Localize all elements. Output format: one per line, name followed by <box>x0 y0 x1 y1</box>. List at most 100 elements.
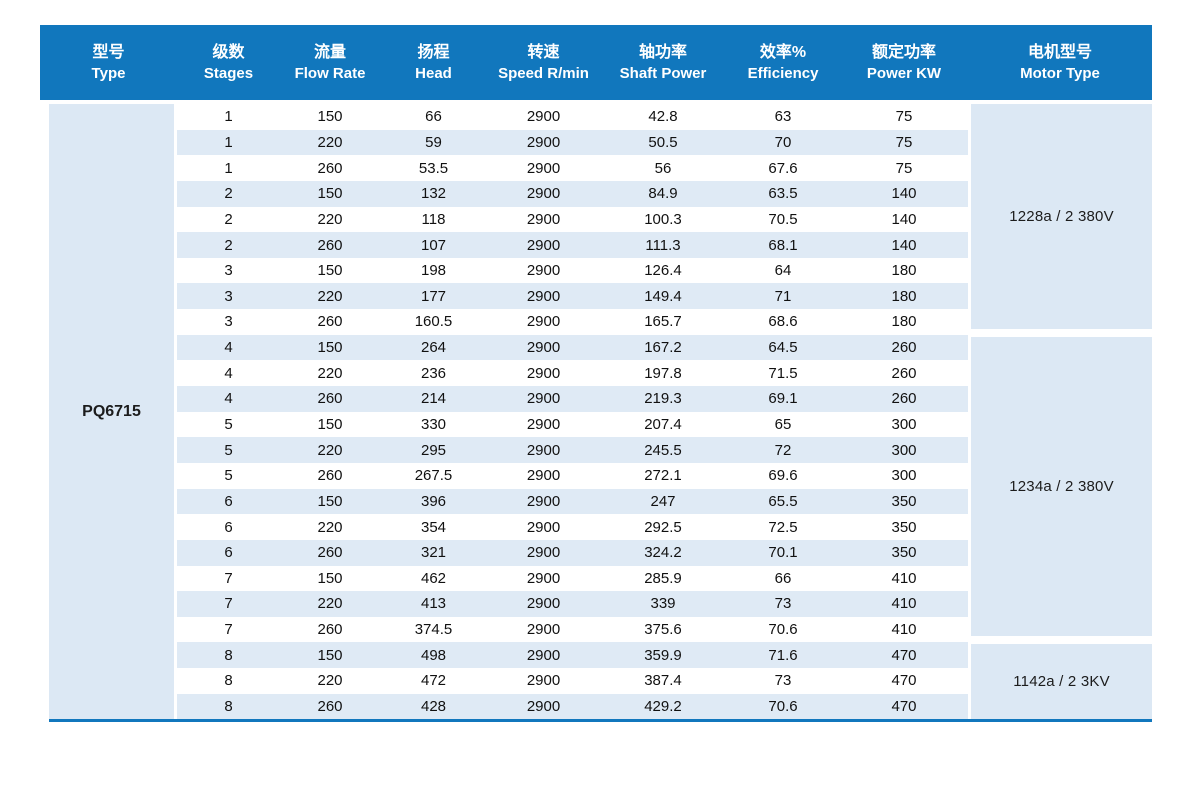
table-cell: 67.6 <box>768 159 798 177</box>
table-cell: 2900 <box>526 339 561 357</box>
column-header-zh: 电机型号 <box>1027 43 1092 61</box>
table-cell: 4 <box>224 339 233 357</box>
table-cell: 267.5 <box>414 467 453 485</box>
table-cell: 292.5 <box>644 518 682 536</box>
type-column: PQ6715 <box>40 104 177 720</box>
table-cell: 63.5 <box>768 185 798 203</box>
table-cell: 150 <box>317 416 343 433</box>
column-header-zh: 效率% <box>759 43 807 61</box>
table-cell: 3 <box>224 287 233 305</box>
table-cell: 2900 <box>526 492 561 510</box>
table-cell: 4 <box>224 364 233 382</box>
table-cell: 2900 <box>526 159 561 177</box>
pump-type-label: PQ6715 <box>82 402 141 420</box>
table-cell: 165.7 <box>644 313 682 331</box>
table-cell: 6 <box>224 492 233 510</box>
table-cell: 220 <box>317 441 343 459</box>
table-cell: 236 <box>420 364 447 382</box>
table-cell: 69.1 <box>768 390 798 408</box>
table-row: 5 260 267.5 2900 272.1 69.6 300 <box>177 463 968 489</box>
table-cell: 214 <box>420 390 447 408</box>
table-cell: 66 <box>425 108 442 126</box>
table-cell: 71.5 <box>768 364 798 382</box>
table-cell: 1 <box>224 159 233 177</box>
table-cell: 2900 <box>526 364 561 382</box>
table-cell: 245.5 <box>644 441 682 459</box>
table-row: 2 260 107 2900 111.3 68.1 140 <box>177 232 968 258</box>
table-cell: 177 <box>420 287 447 305</box>
column-header-en: Power KW <box>866 64 942 82</box>
table-cell: 56 <box>654 159 672 177</box>
table-cell: 2900 <box>526 698 561 716</box>
table-cell: 70.1 <box>768 544 798 562</box>
table-row: 1 220 59 2900 50.5 70 75 <box>177 129 968 156</box>
table-cell: 140 <box>891 185 917 203</box>
table-cell: 140 <box>891 236 917 254</box>
table-cell: 70.6 <box>768 621 798 639</box>
pump-type-cell: PQ6715 <box>49 104 174 720</box>
table-cell: 321 <box>420 544 447 562</box>
table-cell: 2900 <box>526 467 561 485</box>
table-cell: 64 <box>774 262 792 280</box>
table-cell: 396 <box>420 492 447 510</box>
table-row: 1 150 66 2900 42.8 63 75 <box>177 104 968 130</box>
column-header-head: 扬程 Head <box>380 25 487 100</box>
table-cell: 69.6 <box>768 467 798 485</box>
table-cell: 73 <box>774 595 792 613</box>
table-cell: 6 <box>224 544 233 562</box>
column-header-en: Head <box>415 64 452 82</box>
table-cell: 149.4 <box>644 287 682 305</box>
table-cell: 2900 <box>526 313 561 331</box>
table-cell: 374.5 <box>414 621 453 639</box>
table-cell: 1 <box>224 108 233 126</box>
table-cell: 180 <box>891 262 917 280</box>
table-body: PQ6715 1 150 66 2900 42.8 63 75 1 220 59 2900 50.5 7… <box>40 104 1152 720</box>
table-row: 7 220 413 2900 339 73 410 <box>177 591 968 617</box>
table-row: 8 150 498 2900 359.9 71.6 470 <box>177 642 968 669</box>
table-cell: 71 <box>774 287 792 305</box>
table-cell: 2900 <box>526 133 561 151</box>
table-row: 6 150 396 2900 247 65.5 350 <box>177 488 968 515</box>
column-header-motor-type: 电机型号 Motor Type <box>968 25 1152 100</box>
table-cell: 150 <box>317 339 343 357</box>
table-cell: 260 <box>317 236 343 254</box>
table-cell: 324.2 <box>644 544 682 562</box>
table-cell: 2900 <box>526 646 561 664</box>
column-header-en: Motor Type <box>1020 64 1100 82</box>
table-cell: 2900 <box>526 210 561 228</box>
table-row: 4 260 214 2900 219.3 69.1 260 <box>177 386 968 412</box>
table-row: 4 150 264 2900 167.2 64.5 260 <box>177 334 968 361</box>
table-cell: 2900 <box>526 595 561 613</box>
table-cell: 5 <box>224 467 233 485</box>
table-cell: 264 <box>420 339 447 357</box>
table-cell: 6 <box>224 518 233 536</box>
table-cell: 387.4 <box>644 672 682 690</box>
column-header-flow-rate: 流量 Flow Rate <box>280 25 380 100</box>
table-cell: 5 <box>224 441 233 459</box>
table-cell: 64.5 <box>768 339 798 357</box>
column-header-en: Flow Rate <box>294 64 366 82</box>
table-cell: 3 <box>224 262 233 280</box>
table-cell: 107 <box>420 236 447 254</box>
table-cell: 260 <box>891 390 917 408</box>
table-cell: 260 <box>317 621 343 639</box>
data-columns: 1 150 66 2900 42.8 63 75 1 220 59 2900 50.5 70 75 1 260… <box>177 104 968 720</box>
table-cell: 71.6 <box>768 646 798 664</box>
table-row: 1 260 53.5 2900 56 67.6 75 <box>177 155 968 181</box>
table-cell: 70 <box>774 133 792 151</box>
table-cell: 462 <box>420 569 447 587</box>
table-cell: 197.8 <box>644 364 682 382</box>
table-cell: 339 <box>650 595 676 613</box>
table-cell: 66 <box>774 569 792 587</box>
table-cell: 2900 <box>526 108 561 126</box>
table-cell: 260 <box>317 390 343 408</box>
motor-group-wrap: 1234a / 2 380V <box>968 333 1152 641</box>
table-cell: 410 <box>891 569 917 587</box>
table-cell: 2 <box>224 210 233 228</box>
column-header-en: Shaft Power <box>619 64 707 82</box>
table-cell: 350 <box>891 492 917 510</box>
table-cell: 140 <box>891 210 917 228</box>
table-cell: 260 <box>317 467 343 485</box>
table-cell: 150 <box>317 569 343 587</box>
table-row: 7 260 374.5 2900 375.6 70.6 410 <box>177 617 968 643</box>
